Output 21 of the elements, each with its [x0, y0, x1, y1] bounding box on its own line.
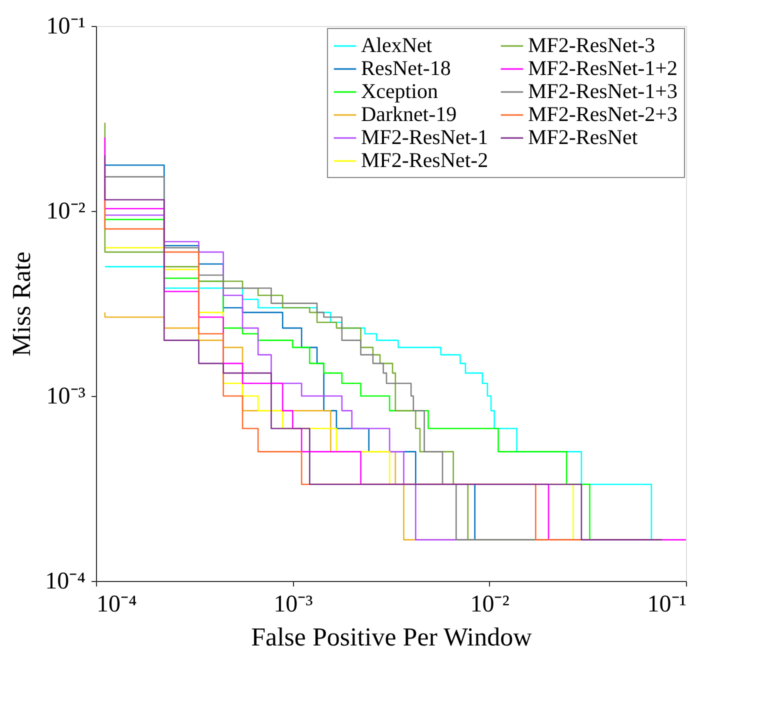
legend-label: Darknet-19 — [361, 102, 457, 126]
legend-label: MF2-ResNet-2 — [361, 148, 488, 172]
y-tick-label: 10⁻¹ — [46, 14, 86, 40]
legend-label: MF2-ResNet-1+3 — [528, 79, 678, 103]
y-tick-label: 10⁻² — [46, 198, 86, 224]
legend-label: MF2-ResNet — [528, 125, 638, 149]
legend-label: AlexNet — [361, 33, 432, 57]
legend-label: MF2-ResNet-1+2 — [528, 56, 678, 80]
legend-label: MF2-ResNet-3 — [528, 33, 656, 57]
x-tick-label: 10⁻⁴ — [96, 592, 137, 618]
x-tick-label: 10⁻³ — [274, 592, 313, 618]
x-tick-label: 10⁻¹ — [647, 592, 686, 618]
y-axis-title: Miss Rate — [7, 252, 36, 356]
y-tick-label: 10⁻³ — [46, 384, 86, 410]
legend-label: MF2-ResNet-1 — [361, 125, 488, 149]
y-tick-label: 10⁻⁴ — [45, 568, 86, 594]
legend-label: ResNet-18 — [361, 56, 451, 80]
x-axis-title: False Positive Per Window — [251, 622, 532, 652]
x-tick-label: 10⁻² — [470, 592, 510, 618]
legend-label: Xception — [361, 79, 438, 103]
legend-label: MF2-ResNet-2+3 — [528, 102, 678, 126]
